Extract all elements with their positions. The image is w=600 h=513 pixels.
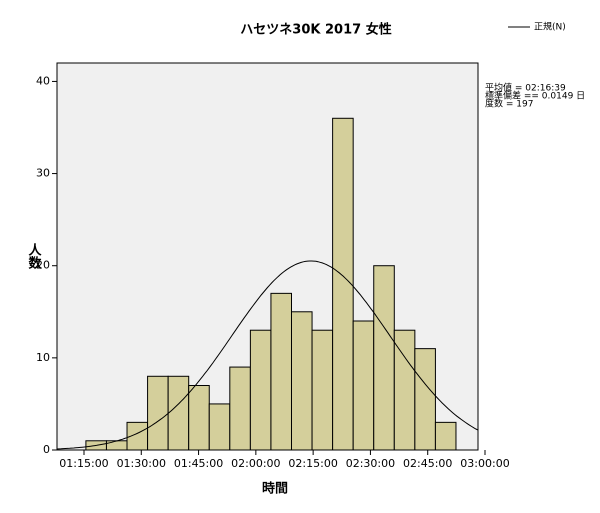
bar <box>414 348 436 451</box>
bar <box>373 265 395 451</box>
x-tick-label: 02:15:00 <box>288 457 337 470</box>
x-tick-label: 02:30:00 <box>346 457 395 470</box>
bar <box>434 421 457 451</box>
bar <box>311 329 334 451</box>
stat-label: 平均値 = 02:16:39 <box>485 82 566 94</box>
bar <box>290 311 313 451</box>
x-tick-label: 01:15:00 <box>59 457 108 470</box>
bar <box>352 320 375 451</box>
bar <box>270 292 292 451</box>
bar <box>229 366 251 451</box>
y-tick-label: 20 <box>36 259 50 272</box>
bar <box>105 440 128 451</box>
y-tick-label: 40 <box>36 74 50 87</box>
y-tick-label: 30 <box>36 167 50 180</box>
bar <box>167 375 190 451</box>
bar <box>188 385 210 451</box>
stat-label: 度数 = 197 <box>485 98 533 110</box>
bar <box>393 329 416 451</box>
x-tick-label: 03:00:00 <box>460 457 509 470</box>
bar <box>332 117 354 451</box>
x-tick-label: 02:00:00 <box>231 457 280 470</box>
chart-title: ハセツネ30K 2017 女性 <box>240 22 391 38</box>
bar <box>249 329 272 451</box>
y-axis-label: 人数 <box>26 242 42 270</box>
y-tick-label: 10 <box>36 351 50 364</box>
x-axis-label: 時間 <box>262 481 288 497</box>
x-tick-label: 01:30:00 <box>117 457 166 470</box>
legend-label: 正規(N) <box>534 22 566 33</box>
x-tick-label: 02:45:00 <box>403 457 452 470</box>
bar <box>147 375 169 451</box>
stat-label: 標準偏差 == 0.0149 日 <box>485 90 585 102</box>
x-tick-label: 01:45:00 <box>174 457 223 470</box>
bar <box>208 403 231 451</box>
normal-curve <box>56 260 479 450</box>
y-tick-label: 0 <box>43 443 50 456</box>
